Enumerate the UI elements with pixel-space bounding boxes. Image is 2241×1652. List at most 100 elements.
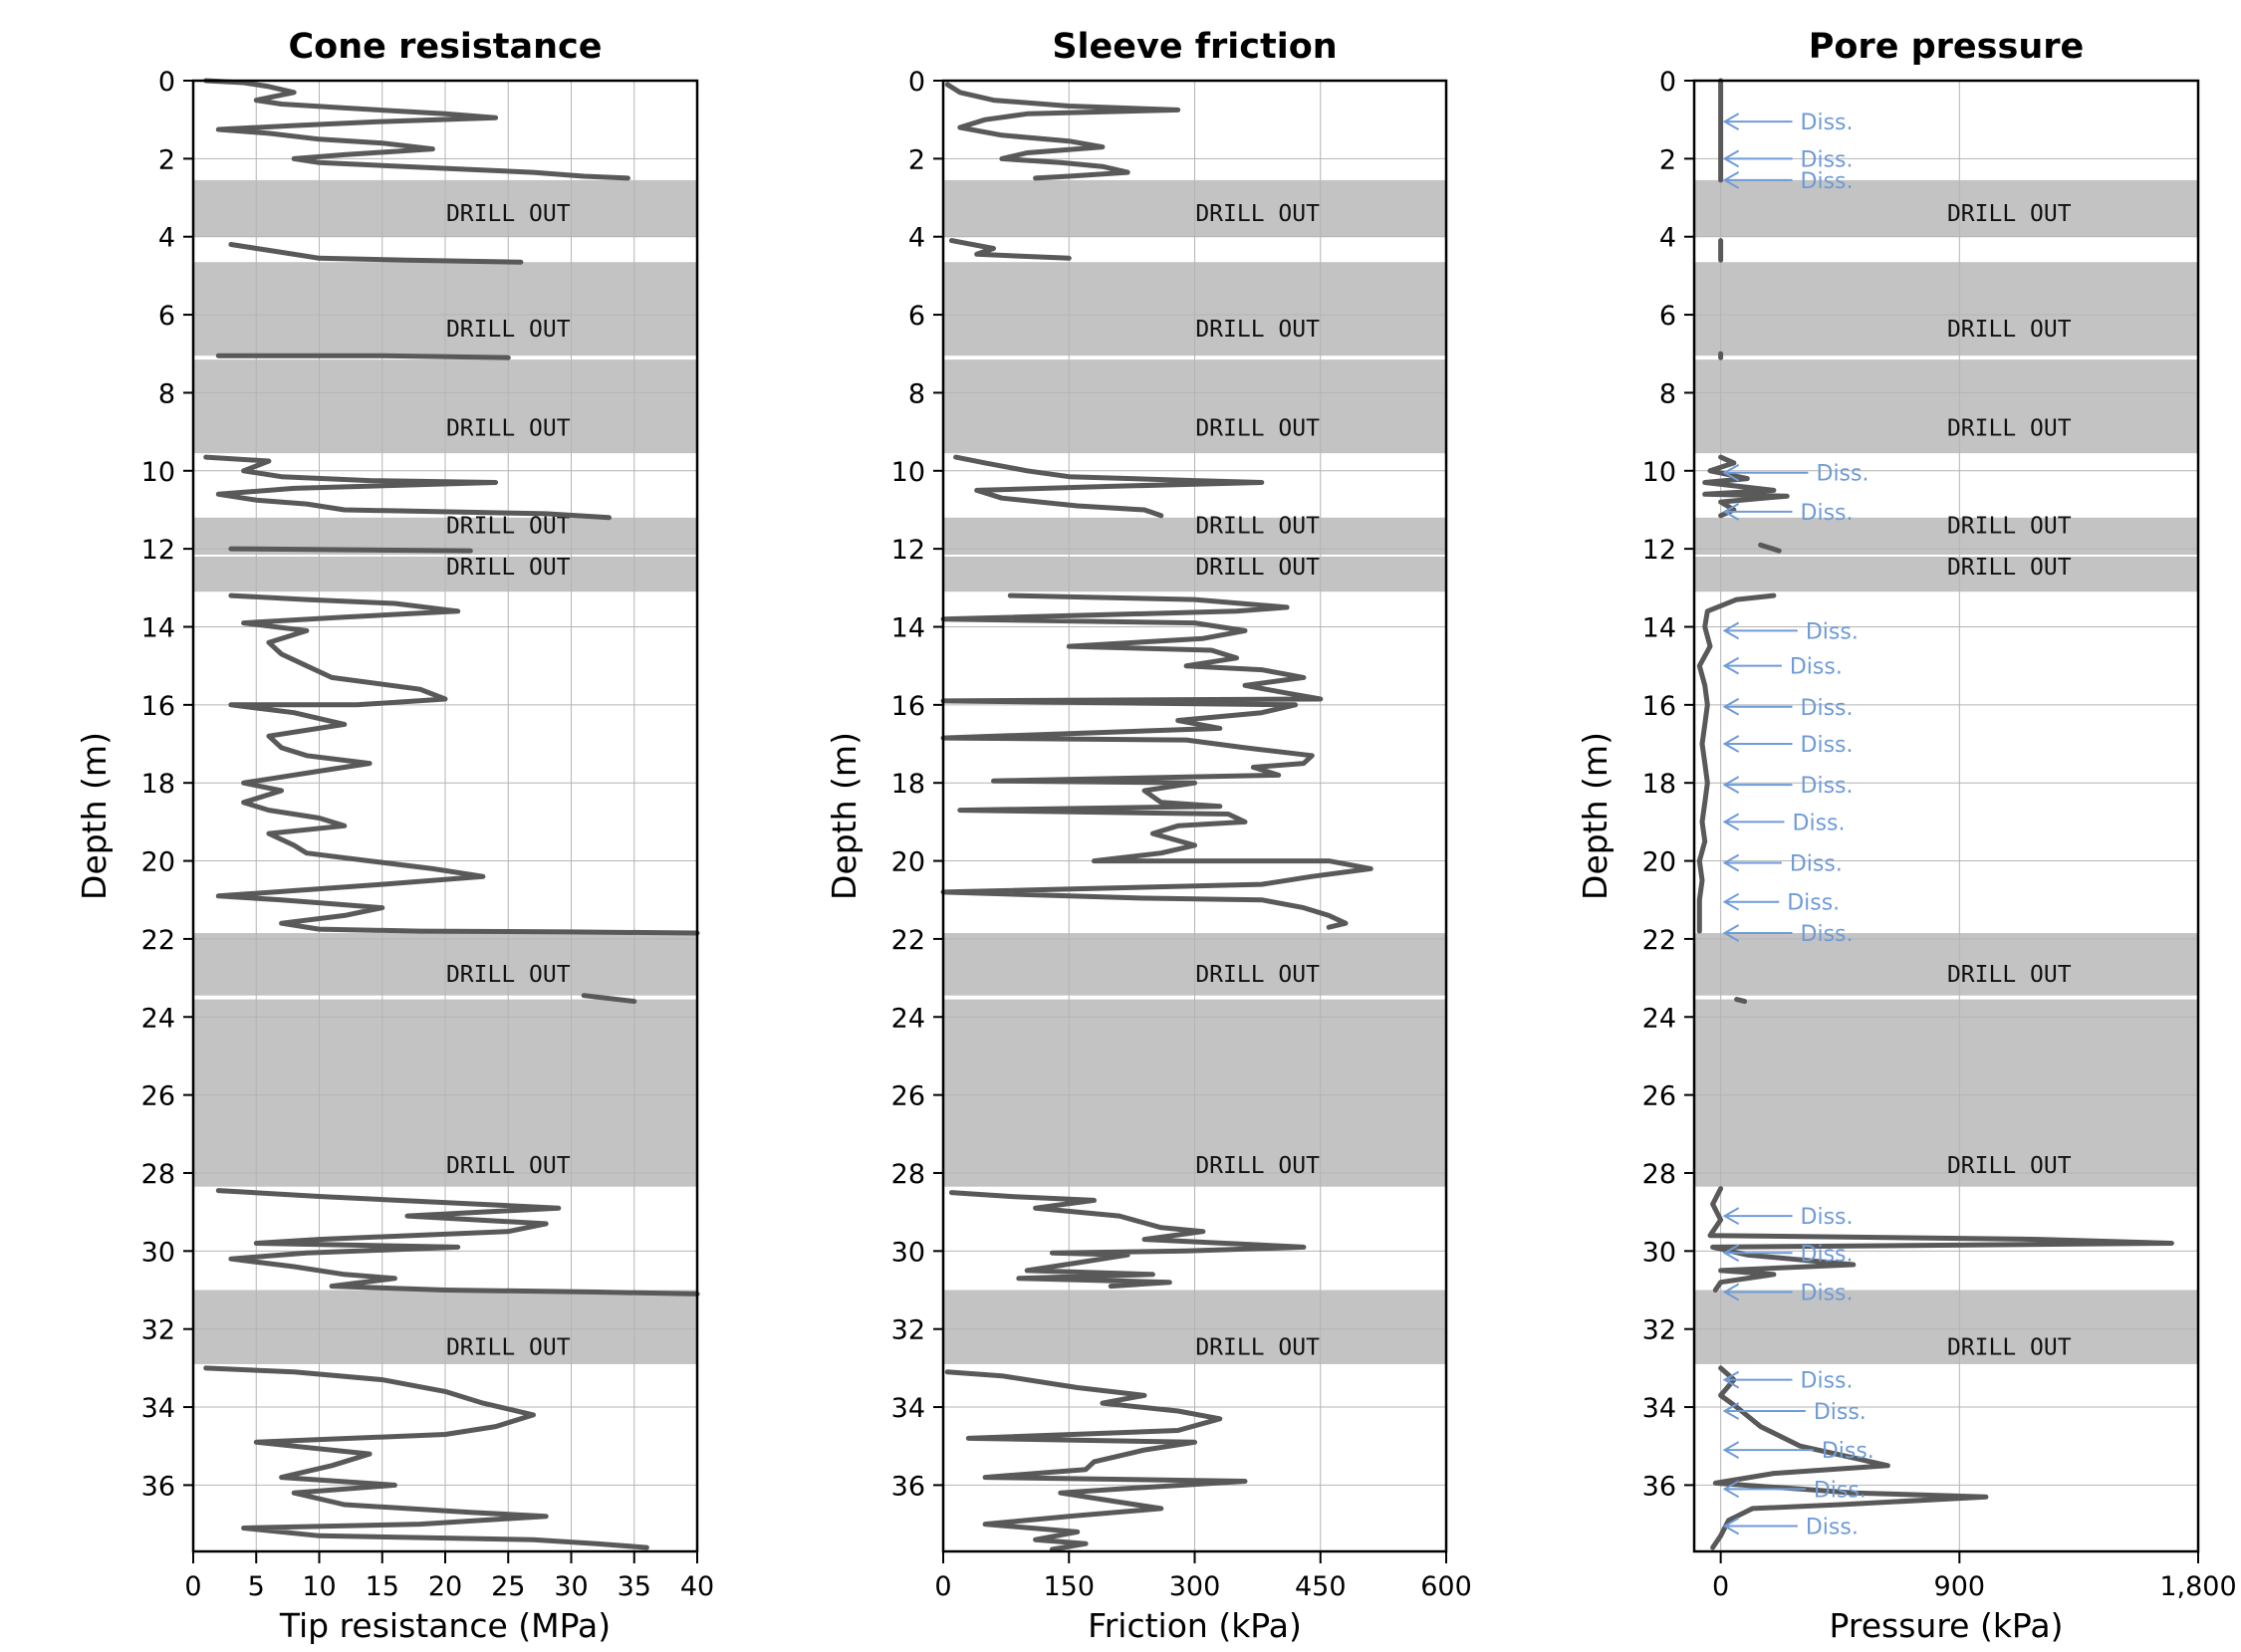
x-tick-label: 5 — [248, 1571, 265, 1602]
y-tick-label: 22 — [1642, 925, 1676, 956]
y-axis-label: Depth (m) — [75, 732, 114, 900]
y-tick-label: 0 — [908, 67, 925, 98]
y-tick-label: 0 — [1659, 67, 1676, 98]
dissipation-arrow-head — [1722, 1207, 1740, 1225]
drill-out-label: DRILL OUT — [446, 416, 571, 442]
dissipation-label: Diss. — [1801, 696, 1854, 721]
y-tick-label: 32 — [891, 1315, 925, 1346]
y-tick-label: 30 — [891, 1237, 925, 1268]
dissipation-label: Diss. — [1801, 1242, 1854, 1267]
y-tick-label: 2 — [908, 144, 925, 175]
y-tick-label: 2 — [158, 144, 175, 175]
chart-panel-2: DRILL OUT DRILL OUT DRILL OUT DRILL OUT DRIL… — [825, 27, 1472, 1645]
y-tick-label: 24 — [141, 1003, 175, 1034]
drill-out-band — [1694, 359, 2198, 454]
data-trace-segment — [215, 592, 700, 936]
y-tick-label: 8 — [1659, 378, 1676, 409]
y-tick-label: 18 — [141, 769, 175, 800]
y-tick-label: 32 — [141, 1315, 175, 1346]
y-tick-label: 6 — [158, 301, 175, 332]
dissipation-arrow-head — [1722, 697, 1740, 716]
y-tick-label: 24 — [1642, 1003, 1676, 1034]
chart-panel-1: DRILL OUT DRILL OUT DRILL OUT DRILL OUT DRIL… — [75, 27, 714, 1645]
dissipation-arrow-head — [1722, 1480, 1740, 1499]
data-trace-segment — [1702, 454, 1790, 519]
y-tick-label: 28 — [891, 1159, 925, 1190]
y-tick-label: 0 — [158, 67, 175, 98]
y-tick-label: 34 — [1642, 1393, 1676, 1424]
data-trace-segment — [944, 1369, 1248, 1552]
data-trace-segment — [215, 1188, 700, 1297]
drill-out-label: DRILL OUT — [1947, 962, 2072, 988]
data-trace-segment — [215, 353, 511, 360]
y-tick-label: 12 — [1642, 535, 1676, 566]
x-tick-label: 600 — [1420, 1571, 1472, 1602]
dissipation-label: Diss. — [1801, 111, 1854, 135]
y-tick-label: 10 — [1642, 457, 1676, 488]
dissipation-label: Diss. — [1801, 733, 1854, 758]
drill-out-band — [1694, 933, 2198, 996]
x-axis-label: Pressure (kPa) — [1830, 1606, 2064, 1645]
drill-out-label: DRILL OUT — [1947, 555, 2072, 581]
dissipation-arrow-head — [1722, 1244, 1740, 1263]
dissipation-arrow-head — [1722, 1517, 1740, 1535]
y-tick-label: 28 — [1642, 1159, 1676, 1190]
y-tick-label: 36 — [891, 1471, 925, 1502]
plot-frame — [1692, 79, 2200, 1553]
drill-out-label: DRILL OUT — [1947, 514, 2072, 540]
drill-out-label: DRILL OUT — [446, 201, 571, 227]
y-axis-label: Depth (m) — [1576, 732, 1615, 900]
y-tick-label: 26 — [1642, 1081, 1676, 1112]
y-tick-label: 4 — [1659, 223, 1676, 254]
dissipation-arrow-head — [1722, 171, 1740, 189]
x-tick-label: 25 — [491, 1571, 525, 1602]
dissipation-label: Diss. — [1793, 811, 1846, 835]
dissipation-label: Diss. — [1801, 169, 1854, 194]
y-tick-label: 8 — [908, 378, 925, 409]
data-trace-segment — [1758, 542, 1782, 554]
x-tick-label: 30 — [554, 1571, 588, 1602]
y-tick-label: 18 — [1642, 769, 1676, 800]
drill-out-band — [1694, 262, 2198, 356]
dissipation-label: Diss. — [1806, 1516, 1859, 1540]
y-tick-label: 34 — [891, 1393, 925, 1424]
data-trace-segment — [948, 1190, 1307, 1290]
data-trace-segment — [228, 546, 473, 554]
drill-out-label: DRILL OUT — [446, 514, 571, 540]
dissipation-arrow-head — [1722, 149, 1740, 168]
dissipation-arrow-head — [1722, 113, 1740, 131]
drill-out-label: DRILL OUT — [446, 1153, 571, 1179]
y-tick-label: 34 — [141, 1393, 175, 1424]
dissipation-label: Diss. — [1801, 922, 1854, 947]
y-tick-label: 8 — [158, 378, 175, 409]
y-tick-label: 22 — [891, 925, 925, 956]
y-tick-label: 16 — [891, 691, 925, 722]
dissipation-arrow-head — [1722, 924, 1740, 942]
x-tick-label: 0 — [1712, 1571, 1729, 1602]
drill-out-band — [1694, 556, 2198, 592]
x-tick-label: 40 — [680, 1571, 714, 1602]
dissipation-label: Diss. — [1801, 147, 1854, 172]
y-tick-label: 36 — [141, 1471, 175, 1502]
y-tick-label: 30 — [141, 1237, 175, 1268]
dissipation-label: Diss. — [1801, 774, 1854, 799]
drill-out-label: DRILL OUT — [446, 555, 571, 581]
y-tick-label: 2 — [1659, 144, 1676, 175]
chart-title: Pore pressure — [1809, 27, 2085, 67]
dissipation-label: Diss. — [1801, 1369, 1854, 1394]
chart-title: Sleeve friction — [1052, 27, 1337, 67]
dissipation-label: Diss. — [1801, 1205, 1854, 1230]
dissipation-arrow-head — [1722, 776, 1740, 795]
y-tick-label: 20 — [141, 847, 175, 878]
y-tick-label: 12 — [141, 535, 175, 566]
drill-out-label: DRILL OUT — [1947, 317, 2072, 343]
y-tick-label: 28 — [141, 1159, 175, 1190]
y-tick-label: 10 — [141, 457, 175, 488]
y-tick-label: 18 — [891, 769, 925, 800]
data-trace-segment — [228, 242, 524, 265]
drill-out-label: DRILL OUT — [1947, 1334, 2072, 1360]
x-tick-label: 10 — [302, 1571, 336, 1602]
data-trace-segment — [948, 238, 1072, 261]
dissipation-label: Diss. — [1817, 462, 1869, 487]
dissipation-arrow-head — [1722, 1283, 1740, 1301]
